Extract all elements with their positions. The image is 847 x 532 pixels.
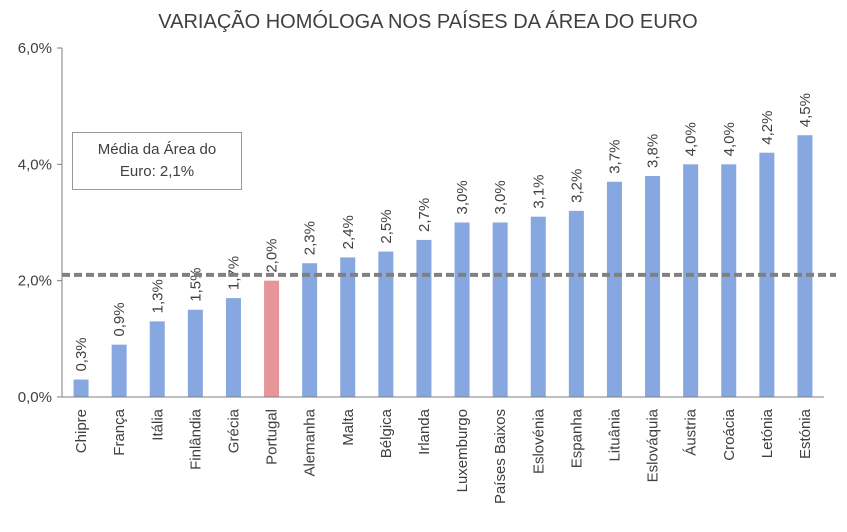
category-label-6: Portugal [264, 409, 281, 465]
y-tick-label: 6,0% [18, 40, 52, 57]
data-label-4: 1,5% [187, 268, 204, 302]
y-tick-label: 0,0% [18, 389, 52, 406]
data-label-18: 4,0% [721, 122, 738, 156]
data-label-3: 1,3% [149, 279, 166, 313]
category-label-4: Finlândia [187, 408, 204, 470]
bar-5 [225, 298, 241, 397]
data-label-12: 3,0% [492, 180, 509, 214]
category-label-8: Malta [340, 408, 357, 445]
category-label-11: Luxemburgo [454, 409, 471, 492]
data-label-14: 3,2% [568, 169, 585, 203]
bar-16 [645, 175, 661, 397]
bar-1 [73, 379, 89, 397]
data-label-11: 3,0% [454, 180, 471, 214]
category-label-7: Alemanha [302, 408, 319, 476]
category-label-15: Lituânia [606, 408, 623, 461]
bar-20 [797, 135, 813, 397]
bar-3 [149, 321, 165, 397]
data-label-9: 2,5% [378, 209, 395, 243]
data-label-15: 3,7% [606, 140, 623, 174]
bar-10 [416, 239, 432, 397]
bar-8 [340, 257, 356, 397]
category-labels: Chipre França Itália Finlândia Grécia Portuga… [73, 408, 814, 504]
bar-7 [302, 263, 318, 397]
category-label-2: França [111, 408, 128, 455]
category-label-5: Grécia [225, 408, 242, 453]
bar-6 [264, 280, 280, 397]
data-label-17: 4,0% [683, 122, 700, 156]
category-label-18: Croácia [721, 408, 738, 460]
data-label-16: 3,8% [645, 134, 662, 168]
data-label-13: 3,1% [530, 174, 547, 208]
y-axis-ticks: 0,0% 2,0% 4,0% 6,0% [18, 40, 62, 406]
category-label-12: Países Baixos [492, 409, 509, 504]
bar-2 [111, 344, 127, 397]
data-label-19: 4,2% [759, 110, 776, 144]
data-label-1: 0,3% [73, 337, 90, 371]
data-label-10: 2,7% [416, 198, 433, 232]
annotation-line-2: Euro: 2,1% [119, 163, 195, 180]
bar-4 [187, 309, 203, 397]
data-label-8: 2,4% [340, 215, 357, 249]
data-label-6: 2,0% [264, 238, 281, 272]
category-label-3: Itália [149, 408, 166, 440]
category-label-17: Áustria [683, 408, 700, 455]
category-label-13: Eslovénia [530, 408, 547, 474]
data-label-7: 2,3% [302, 221, 319, 255]
y-tick-label: 2,0% [18, 273, 52, 290]
bar-14 [568, 210, 584, 397]
average-annotation: Média da Área do Euro: 2,1% [72, 132, 242, 190]
data-label-2: 0,9% [111, 302, 128, 336]
bar-15 [606, 181, 622, 397]
chart-title: VARIAÇÃO HOMÓLOGA NOS PAÍSES DA ÁREA DO … [158, 9, 697, 33]
axes [61, 48, 824, 398]
category-label-16: Eslováquia [645, 408, 662, 482]
data-labels: 0,3%0,9%1,3%1,5%1,7%2,0%2,3%2,4%2,5%2,7%… [73, 93, 814, 372]
bar-19 [759, 152, 775, 397]
annotation-line-1: Média da Área do [97, 141, 217, 158]
bar-17 [683, 164, 699, 397]
category-label-9: Bélgica [378, 408, 395, 458]
category-label-19: Letónia [759, 408, 776, 458]
bar-11 [454, 222, 470, 397]
bars [73, 135, 813, 397]
y-tick-label: 4,0% [18, 156, 52, 173]
category-label-14: Espanha [568, 408, 585, 468]
bar-12 [492, 222, 508, 397]
data-label-20: 4,5% [797, 93, 814, 127]
category-label-20: Estónia [797, 408, 814, 459]
bar-13 [530, 216, 546, 397]
category-label-10: Irlanda [416, 408, 433, 455]
bar-9 [378, 251, 394, 397]
category-label-1: Chipre [73, 409, 90, 453]
bar-18 [721, 164, 737, 397]
